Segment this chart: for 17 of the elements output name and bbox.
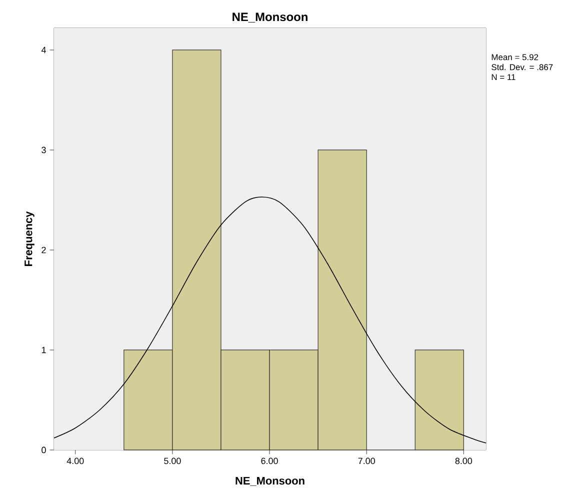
x-tick-label: 6.00	[261, 458, 278, 464]
text: Mean = 5.92	[492, 54, 538, 60]
x-tick-label: 7.00	[358, 458, 375, 464]
y-axis-title: Frequency	[24, 211, 34, 266]
y-tick-label: 3	[42, 146, 46, 154]
y-tick-label: 4	[41, 46, 46, 54]
y-tick-label: 0	[42, 446, 46, 454]
chart-title: NE_Monsoon	[232, 12, 308, 22]
x-tick-label: 5.00	[164, 458, 181, 464]
text: Std. Dev. = .867	[492, 64, 553, 70]
text: N = 11	[492, 74, 516, 80]
y-tick-label: 1	[42, 346, 46, 354]
x-tick-label: 4.00	[66, 458, 84, 464]
y-tick-label: 2	[42, 246, 46, 254]
x-tick-label: 8.00	[455, 458, 472, 464]
x-axis-title: NE_Monsoon	[236, 476, 304, 486]
line-series	[54, 196, 486, 444]
